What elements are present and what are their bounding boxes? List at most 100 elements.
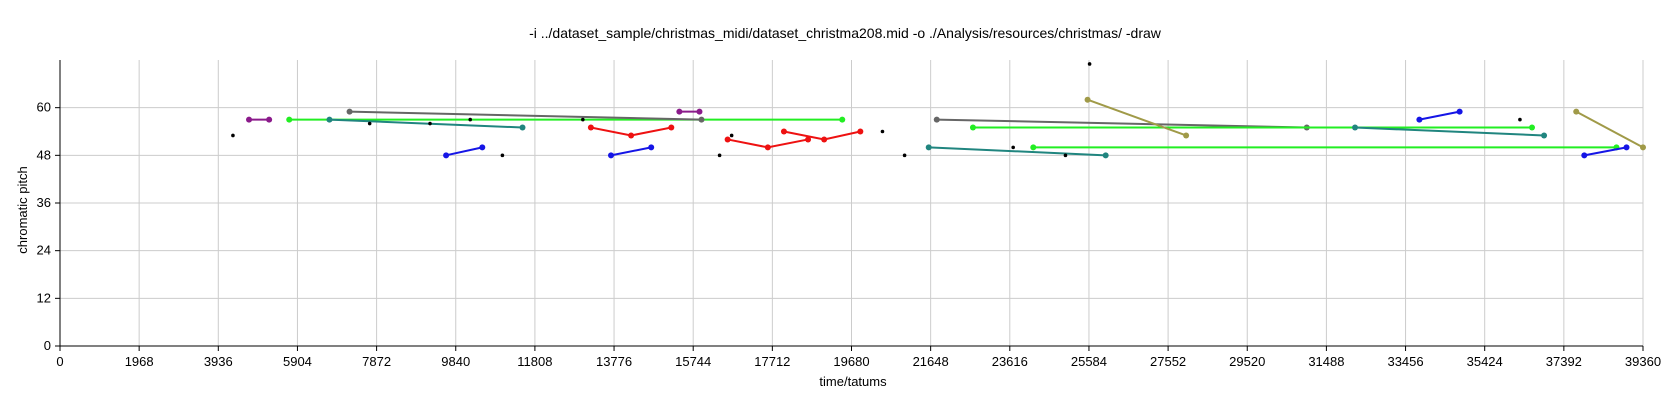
x-tick-label: 1968 (125, 354, 154, 369)
series-point (1416, 116, 1423, 123)
series-point (326, 116, 333, 123)
series-point (346, 108, 353, 115)
series-point (821, 136, 828, 143)
series-point (266, 116, 273, 123)
series-point (1528, 124, 1535, 131)
note-series-blue (1581, 144, 1630, 159)
note-series-purple (246, 116, 273, 123)
series-point (519, 124, 526, 131)
series-point (724, 136, 731, 143)
series-point (839, 116, 846, 123)
series-point (1352, 124, 1359, 131)
series-point (1640, 144, 1646, 151)
series (246, 96, 1646, 159)
note-series-lime (286, 116, 846, 123)
note-series-red (724, 136, 812, 151)
single-note-point (1011, 145, 1015, 150)
note-series-teal (925, 144, 1109, 159)
series-point (246, 116, 253, 123)
single-note-point (468, 117, 473, 122)
x-tick-label: 7872 (362, 354, 391, 369)
series-point (668, 124, 675, 131)
series-line (610, 146, 652, 157)
x-tick-label: 35424 (1467, 354, 1503, 369)
single-notes (231, 62, 1522, 158)
series-point (969, 124, 976, 131)
series-point (805, 136, 812, 143)
x-tick-label: 25584 (1071, 354, 1107, 369)
series-line (936, 118, 1307, 129)
series-point (1084, 96, 1091, 103)
series-line (1087, 98, 1187, 137)
x-tick-label: 0 (56, 354, 63, 369)
note-series-gray (346, 108, 705, 123)
x-tick-label: 19680 (833, 354, 869, 369)
series-line (1575, 110, 1644, 149)
x-tick-label: 37392 (1546, 354, 1582, 369)
note-series-blue (1416, 108, 1463, 123)
note-series-red (587, 124, 675, 139)
note-series-blue (443, 144, 486, 159)
series-point (286, 116, 293, 123)
series-line (1419, 110, 1460, 121)
single-note-point (1087, 62, 1092, 66)
y-tick-label: 12 (37, 290, 51, 305)
series-line (1584, 146, 1627, 157)
series-point (933, 116, 940, 123)
series-point (443, 152, 450, 159)
series-point (1573, 108, 1580, 115)
x-axis-label: time/tatums (819, 374, 887, 389)
series-point (925, 144, 932, 151)
note-series-red (780, 128, 864, 143)
series-point (648, 144, 655, 151)
single-note-point (1518, 117, 1522, 122)
note-series-lime (969, 124, 1535, 131)
series-point (696, 108, 703, 115)
x-tick-label: 13776 (596, 354, 632, 369)
single-note-point (581, 117, 585, 122)
note-series-teal (326, 116, 526, 131)
note-series-olive (1084, 96, 1190, 139)
series-point (676, 108, 683, 115)
x-tick-label: 21648 (913, 354, 949, 369)
series-point (698, 116, 705, 123)
y-tick-label: 36 (37, 195, 51, 210)
x-tick-label: 9840 (441, 354, 470, 369)
series-line (928, 146, 1106, 157)
single-note-point (717, 153, 722, 158)
x-tick-label: 23616 (992, 354, 1028, 369)
x-tick-label: 15744 (675, 354, 711, 369)
note-series-purple (676, 108, 703, 115)
x-tick-label: 29520 (1229, 354, 1265, 369)
series-point (764, 144, 771, 151)
series-point (1581, 152, 1588, 159)
grid (60, 60, 1644, 346)
note-series-olive (1573, 108, 1646, 151)
x-tick-label: 27552 (1150, 354, 1186, 369)
y-axis-label: chromatic pitch (15, 166, 30, 253)
x-tick-label: 11808 (517, 354, 552, 369)
y-tick-label: 60 (37, 100, 51, 115)
series-point (1183, 132, 1190, 139)
x-tick-label: 33456 (1387, 354, 1423, 369)
series-point (1623, 144, 1630, 151)
series-point (857, 128, 864, 135)
single-note-point (367, 121, 372, 126)
series-line (329, 118, 523, 129)
single-note-point (880, 129, 885, 134)
x-tick-label: 3936 (204, 354, 233, 369)
series-point (628, 132, 635, 139)
series-line (445, 146, 483, 157)
single-note-point (729, 133, 734, 138)
series-point (1102, 152, 1109, 159)
note-series-teal (1352, 124, 1548, 139)
series-point (1030, 144, 1037, 151)
y-tick-label: 48 (37, 147, 51, 162)
single-note-point (231, 133, 235, 138)
x-tick-label: 39360 (1625, 354, 1661, 369)
single-note-point (902, 153, 907, 158)
series-point (1456, 108, 1463, 115)
x-tick-label: 31488 (1308, 354, 1344, 369)
series-point (607, 152, 614, 159)
